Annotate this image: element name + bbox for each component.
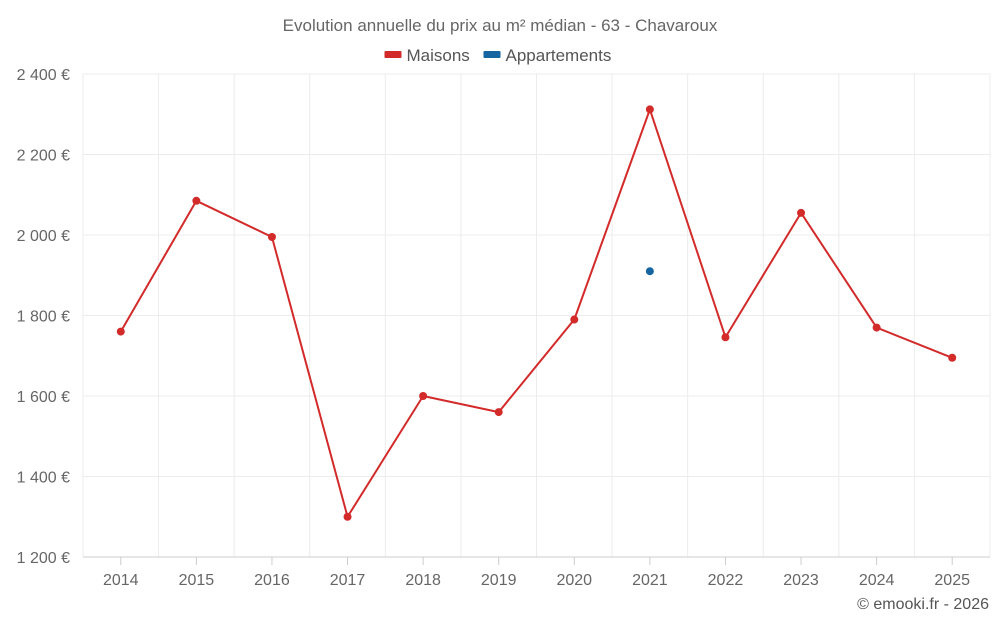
- x-tick-label: 2017: [330, 572, 366, 589]
- x-axis: 2014 2015 2016 2017 2018 2019 2020 2021 2022 2023…: [103, 557, 970, 589]
- data-point-maisons[interactable]: [721, 333, 730, 342]
- x-tick-label: 2021: [632, 572, 668, 589]
- y-tick-label: 1 600 €: [17, 389, 70, 406]
- y-tick-label: 2 000 €: [17, 228, 70, 245]
- data-point-maisons[interactable]: [343, 512, 352, 521]
- legend-item-appartements[interactable]: Appartements: [483, 46, 612, 65]
- y-tick-label: 1 800 €: [17, 309, 70, 326]
- legend: Maisons Appartements: [384, 46, 612, 65]
- legend-swatch: [384, 51, 402, 58]
- data-point-maisons[interactable]: [570, 315, 579, 324]
- legend-label: Maisons: [407, 46, 470, 65]
- x-tick-label: 2018: [405, 572, 441, 589]
- series-line-maisons: [119, 108, 953, 518]
- data-point-maisons[interactable]: [192, 196, 201, 205]
- x-tick-label: 2015: [179, 572, 215, 589]
- x-tick-label: 2014: [103, 572, 139, 589]
- data-point-maisons[interactable]: [267, 233, 276, 242]
- credit-text: © emooki.fr - 2026: [857, 596, 989, 613]
- x-tick-label: 2020: [556, 572, 592, 589]
- data-point-maisons[interactable]: [645, 105, 654, 114]
- legend-item-maisons[interactable]: Maisons: [384, 46, 470, 65]
- y-tick-label: 2 200 €: [17, 148, 70, 165]
- x-tick-label: 2022: [708, 572, 744, 589]
- data-point-maisons[interactable]: [948, 353, 957, 362]
- x-tick-label: 2024: [859, 572, 895, 589]
- data-point-maisons[interactable]: [494, 408, 503, 417]
- data-point-maisons[interactable]: [419, 392, 428, 400]
- data-point-maisons[interactable]: [797, 208, 806, 217]
- x-tick-label: 2025: [934, 572, 970, 589]
- data-point-maisons[interactable]: [872, 323, 881, 332]
- chart-title: Evolution annuelle du prix au m² médian …: [283, 16, 718, 35]
- x-tick-label: 2016: [254, 572, 290, 589]
- legend-label: Appartements: [506, 46, 612, 65]
- y-tick-label: 1 400 €: [17, 470, 70, 487]
- grid: [82, 73, 991, 558]
- x-tick-label: 2023: [783, 572, 819, 589]
- y-axis: 1 200 € 1 400 € 1 600 € 1 800 € 2 000 € 2 200…: [17, 67, 70, 567]
- y-tick-label: 2 400 €: [17, 67, 70, 84]
- x-tick-label: 2019: [481, 572, 517, 589]
- series-layer: [116, 105, 957, 521]
- y-tick-label: 1 200 €: [17, 550, 70, 567]
- data-point-appartements[interactable]: [645, 267, 654, 276]
- data-point-maisons[interactable]: [116, 327, 125, 336]
- legend-swatch: [483, 51, 501, 58]
